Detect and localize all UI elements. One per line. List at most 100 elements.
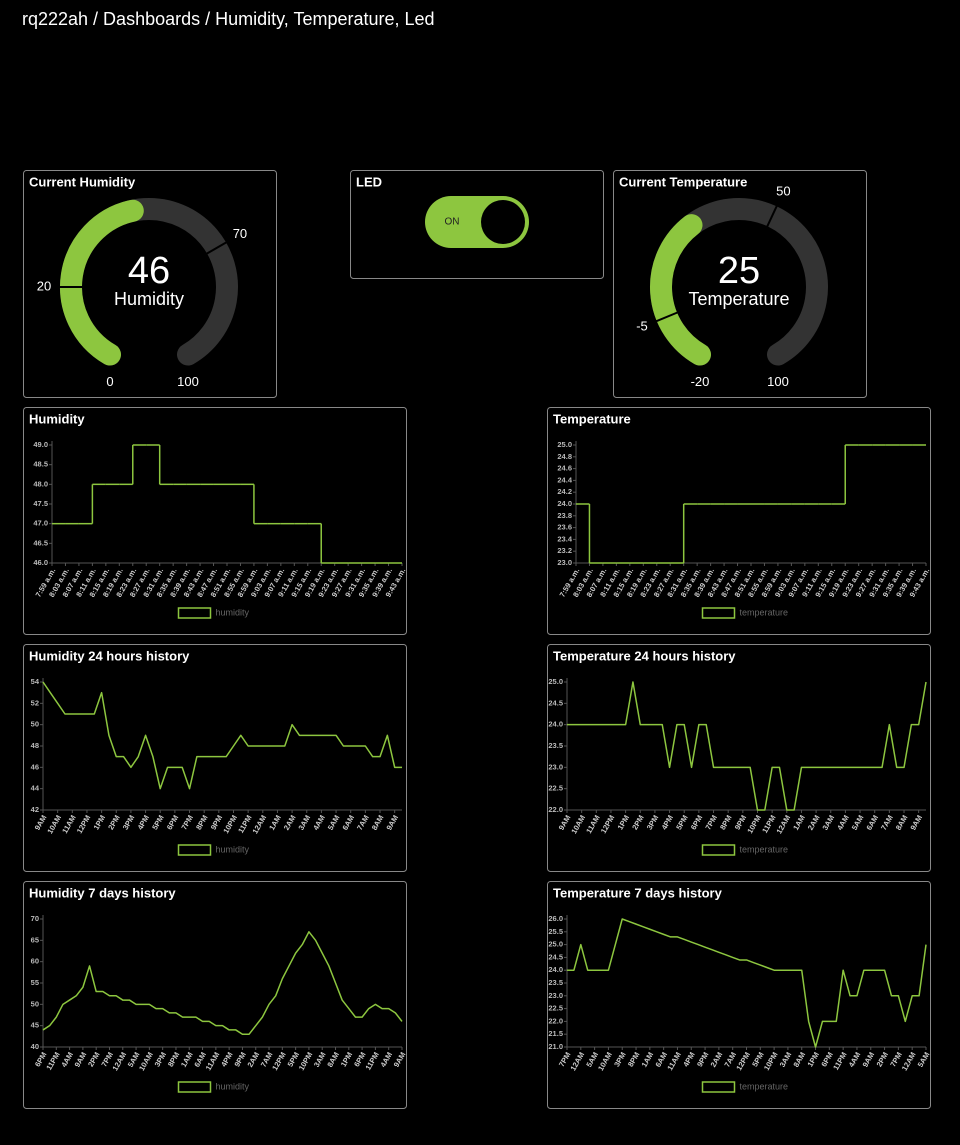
- y-tick-label: 23.4: [557, 534, 572, 543]
- legend-label: humidity: [216, 1081, 250, 1091]
- y-tick-label: 25.0: [557, 440, 572, 449]
- y-tick-label: 24.5: [548, 952, 563, 961]
- legend-swatch: [177, 1081, 212, 1093]
- y-tick-label: 23.2: [557, 546, 572, 555]
- y-tick-label: 23.5: [548, 741, 563, 750]
- gauge-tick-label: -5: [636, 319, 648, 334]
- y-tick-label: 26.0: [548, 914, 563, 923]
- panel-title: Humidity 24 hours history: [29, 648, 190, 663]
- legend-label: temperature: [740, 844, 789, 854]
- gauge-tick: [765, 201, 780, 228]
- y-tick-label: 24.4: [557, 475, 572, 484]
- gauge-tick-label: 70: [233, 226, 247, 241]
- y-tick-label: 55: [31, 978, 39, 987]
- gauge-value: 46: [128, 250, 170, 292]
- panel: [547, 881, 931, 1109]
- panel-title: Current Temperature: [619, 174, 747, 189]
- y-tick-label: 42: [31, 805, 39, 814]
- y-tick-label: 22.0: [548, 805, 563, 814]
- y-tick-label: 50: [31, 999, 39, 1008]
- y-tick-label: 46: [31, 762, 39, 771]
- panel-title: Humidity: [29, 411, 85, 426]
- y-tick-label: 46.0: [33, 558, 48, 567]
- led-toggle[interactable]: ON: [425, 196, 529, 248]
- y-tick-label: 60: [31, 957, 39, 966]
- legend-label: temperature: [740, 1081, 789, 1091]
- y-tick-label: 52: [31, 698, 39, 707]
- series-line: [567, 681, 927, 811]
- gauge-tick-label: 50: [776, 183, 790, 198]
- y-tick-label: 47.0: [33, 519, 48, 528]
- legend-label: humidity: [216, 844, 250, 854]
- y-tick-label: 49.0: [33, 440, 48, 449]
- y-tick-label: 40: [31, 1042, 39, 1051]
- y-tick-label: 45: [31, 1021, 39, 1030]
- legend-swatch: [701, 1081, 736, 1093]
- legend-label: temperature: [740, 607, 789, 617]
- y-tick-label: 25.0: [548, 940, 563, 949]
- gauge-max-label: 100: [767, 374, 789, 389]
- panel-title: Temperature: [553, 411, 631, 426]
- y-tick-label: 25.0: [548, 677, 563, 686]
- y-tick-label: 48: [31, 741, 39, 750]
- panel-title: Temperature 24 hours history: [553, 648, 736, 663]
- y-tick-label: 65: [31, 935, 39, 944]
- toggle-state[interactable]: ON: [445, 217, 460, 228]
- gauge-tick: [651, 311, 679, 324]
- panel: [23, 881, 407, 1109]
- panel: [547, 407, 931, 635]
- y-tick-label: 50: [31, 720, 39, 729]
- y-tick-label: 21.5: [548, 1029, 563, 1038]
- y-tick-label: 48.5: [33, 460, 48, 469]
- y-tick-label: 23.6: [557, 523, 572, 532]
- gauge-value-arc: [650, 214, 711, 366]
- legend-label: humidity: [216, 607, 250, 617]
- y-tick-label: 24.0: [548, 720, 563, 729]
- gauge-value: 25: [718, 250, 760, 292]
- y-tick-label: 22.5: [548, 1004, 563, 1013]
- legend-swatch: [177, 844, 212, 856]
- series-line: [567, 918, 927, 1048]
- y-tick-label: 22.5: [548, 784, 563, 793]
- y-tick-label: 24.2: [557, 487, 572, 496]
- gauge-label: Temperature: [688, 289, 789, 309]
- panel-title: Current Humidity: [29, 174, 136, 189]
- toggle-knob[interactable]: [481, 200, 525, 244]
- y-tick-label: 23.0: [548, 762, 563, 771]
- panel-title: Humidity 7 days history: [29, 885, 176, 900]
- y-tick-label: 25.5: [548, 927, 563, 936]
- gauge-max-label: 100: [177, 374, 199, 389]
- y-tick-label: 54: [31, 677, 40, 686]
- legend-swatch: [701, 607, 736, 619]
- y-tick-label: 23.8: [557, 511, 572, 520]
- legend-swatch: [177, 607, 212, 619]
- y-tick-label: 70: [31, 914, 39, 923]
- gauge-value-arc: [60, 199, 144, 366]
- breadcrumb: rq222ah / Dashboards / Humidity, Tempera…: [22, 9, 435, 29]
- series-line: [42, 681, 402, 790]
- y-tick-label: 24.5: [548, 698, 563, 707]
- panel-title: LED: [356, 174, 382, 189]
- series-line: [42, 931, 403, 1035]
- y-tick-label: 46.5: [33, 538, 48, 547]
- y-tick-label: 24.8: [557, 452, 572, 461]
- gauge-min-label: 0: [106, 374, 113, 389]
- y-tick-label: 24.0: [557, 499, 572, 508]
- y-tick-label: 44: [31, 784, 40, 793]
- gauge-min-label: -20: [691, 374, 710, 389]
- panel: [23, 644, 407, 872]
- y-tick-label: 22.0: [548, 1016, 563, 1025]
- panel: [23, 407, 407, 635]
- y-tick-label: 21.0: [548, 1042, 563, 1051]
- y-tick-label: 48.0: [33, 479, 48, 488]
- y-tick-label: 23.5: [548, 978, 563, 987]
- y-tick-label: 23.0: [548, 991, 563, 1000]
- y-tick-label: 24.6: [557, 464, 572, 473]
- gauge-tick: [205, 239, 231, 255]
- legend-swatch: [701, 844, 736, 856]
- gauge-tick-label: 20: [37, 278, 51, 293]
- panel-title: Temperature 7 days history: [553, 885, 723, 900]
- gauge-label: Humidity: [114, 289, 184, 309]
- y-tick-label: 24.0: [548, 965, 563, 974]
